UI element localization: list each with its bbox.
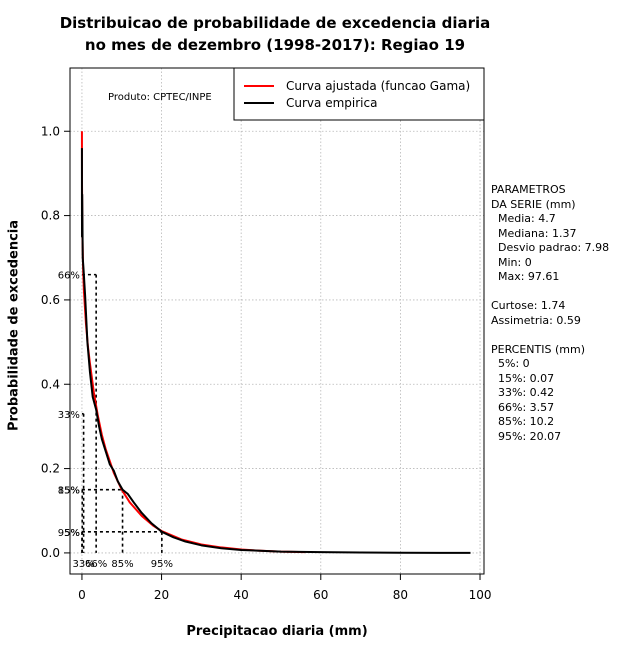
parameters-line: PARAMETROS — [491, 183, 566, 196]
parameters-line: 95%: 20.07 — [491, 429, 562, 443]
legend-layer: Curva ajustada (funcao Gama) Curva empiri… — [233, 67, 485, 121]
parameters-line: 33%: 0.42 — [491, 386, 555, 399]
parameters-line: PERCENTIS (mm) — [491, 342, 585, 356]
legend-label: Curva empirica — [286, 96, 377, 110]
parameters-line: 15%: 0.07 — [491, 371, 555, 385]
grid-layer — [70, 68, 484, 574]
parameters-line: Min: 0 — [491, 255, 532, 269]
parameters-line: 85%: 10.2 — [491, 415, 555, 428]
percentile-y-label: 66% — [58, 271, 80, 282]
x-tick-label: 80 — [393, 588, 408, 602]
chart-title-line-1: Distribuicao de probabilidade de exceden… — [59, 14, 491, 32]
parameters-line: Mediana: 1.37 — [491, 226, 577, 240]
chart-title: Distribuicao de probabilidade de exceden… — [0, 12, 550, 56]
percentile-layer: 5%15%33%33%66%66%85%85%95%95% — [58, 271, 173, 570]
y-tick-label: 0.4 — [41, 377, 60, 391]
parameters-line: 5%: 0 — [491, 357, 530, 370]
parameters-line: Max: 97.61 — [491, 270, 560, 283]
parameters-line: DA SERIE (mm) — [491, 197, 576, 211]
y-axis-label: Probabilidade de excedencia — [6, 219, 22, 432]
axis-layer: 0 20 40 60 80 100 0.0 0.2 0.4 0.6 0.8 1.0 — [41, 67, 492, 602]
y-tick-label: 0.8 — [41, 209, 60, 223]
parameters-line — [491, 285, 609, 300]
parameters-line: Media: 4.7 — [491, 212, 556, 225]
percentile-y-label: 95% — [58, 528, 80, 539]
percentile-x-label: 85% — [111, 559, 133, 570]
percentile-x-label: 33% — [72, 559, 94, 570]
percentile-y-label: 15% — [58, 486, 80, 497]
percentile-x-label: 95% — [151, 559, 173, 570]
parameters-line: Curtose: 1.74 — [491, 299, 566, 312]
parameters-panel: PARAMETROS DA SERIE (mm) Media: 4.7 Media… — [491, 183, 609, 444]
legend-box — [233, 67, 485, 121]
plot-frame — [69, 67, 485, 575]
y-tick-label: 1.0 — [41, 124, 60, 138]
parameters-line: 66%: 3.57 — [491, 400, 555, 414]
parameters-line — [491, 328, 609, 343]
parameters-line: Desvio padrao: 7.98 — [491, 241, 610, 254]
x-tick-label: 60 — [313, 588, 328, 602]
y-tick-label: 0.2 — [41, 462, 60, 476]
legend-label: Curva ajustada (funcao Gama) — [286, 79, 470, 93]
y-tick-label: 0.6 — [41, 293, 60, 307]
percentile-y-label: 33% — [58, 410, 80, 421]
percentile-x-label: 66% — [85, 559, 107, 570]
series-layer — [80, 131, 471, 554]
percentile-y-label: 5% — [64, 528, 80, 539]
parameters-line: Assimetria: 0.59 — [491, 313, 581, 327]
product-label: Produto: CPTEC/INPE — [108, 92, 212, 103]
series-line-empirical — [80, 148, 471, 554]
percentile-y-label: 85% — [58, 486, 80, 497]
x-tick-label: 100 — [469, 588, 492, 602]
x-tick-label: 20 — [154, 588, 169, 602]
y-tick-label: 0.0 — [41, 546, 60, 560]
series-line-fitted — [80, 131, 305, 554]
chart-title-line-2: no mes de dezembro (1998-2017): Regiao 1… — [84, 36, 466, 54]
x-tick-label: 40 — [234, 588, 249, 602]
x-axis-label: Precipitacao diaria (mm) — [186, 624, 368, 639]
x-tick-label: 0 — [78, 588, 86, 602]
